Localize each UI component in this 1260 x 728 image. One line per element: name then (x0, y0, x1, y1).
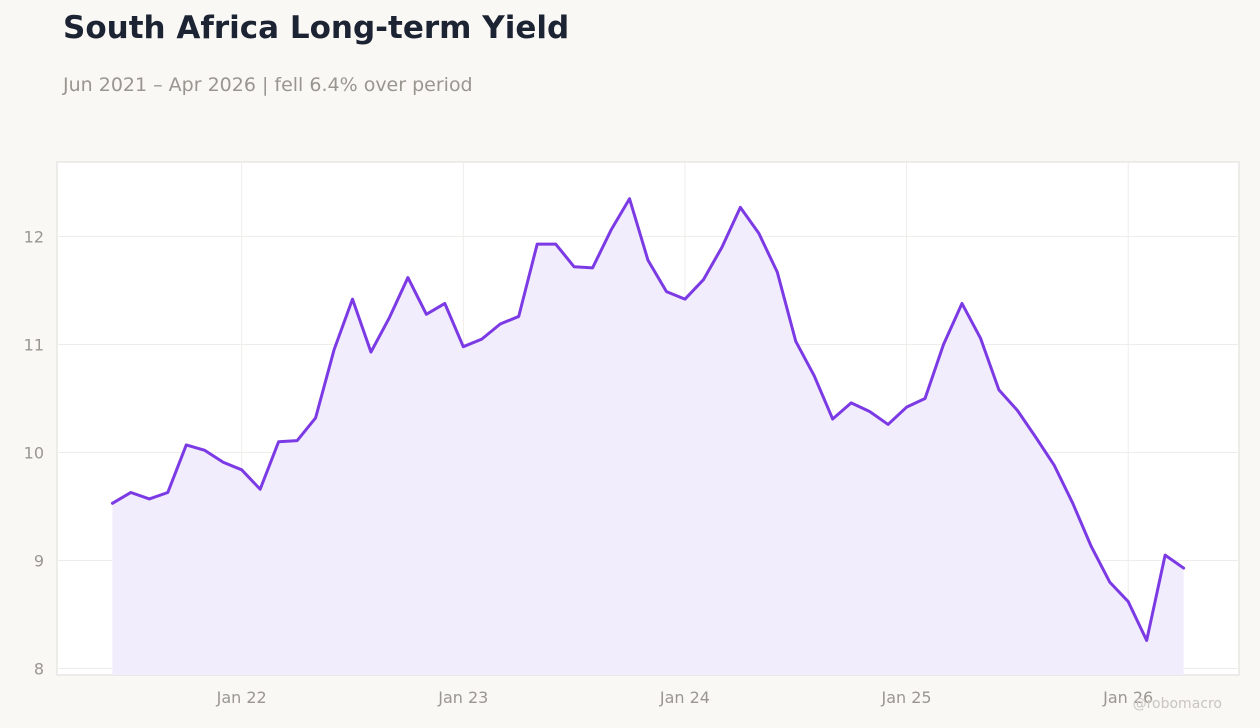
watermark: @robomacro (1132, 696, 1222, 712)
y-tick-label: 11 (24, 336, 44, 355)
series-area (112, 198, 1184, 675)
series-line (110, 197, 1186, 642)
chart-title: South Africa Long-term Yield (63, 10, 570, 46)
x-tick-label: Jan 25 (881, 688, 932, 707)
x-tick-label: Jan 23 (437, 688, 488, 707)
x-tick-label: Jan 22 (216, 688, 267, 707)
y-tick-label: 12 (24, 228, 44, 247)
y-tick-label: 8 (34, 660, 44, 679)
x-tick-label: Jan 24 (659, 688, 710, 707)
x-axis-ticks: Jan 22 Jan 23 Jan 24 Jan 25 Jan 26 (216, 688, 1154, 707)
y-tick-label: 10 (24, 444, 44, 463)
y-axis-ticks: 8 9 10 11 12 (24, 228, 44, 679)
y-tick-label: 9 (34, 552, 44, 571)
x-tick-label: Jan 26 (1102, 688, 1153, 707)
chart-subtitle: Jun 2021 – Apr 2026 | fell 6.4% over per… (63, 74, 473, 96)
